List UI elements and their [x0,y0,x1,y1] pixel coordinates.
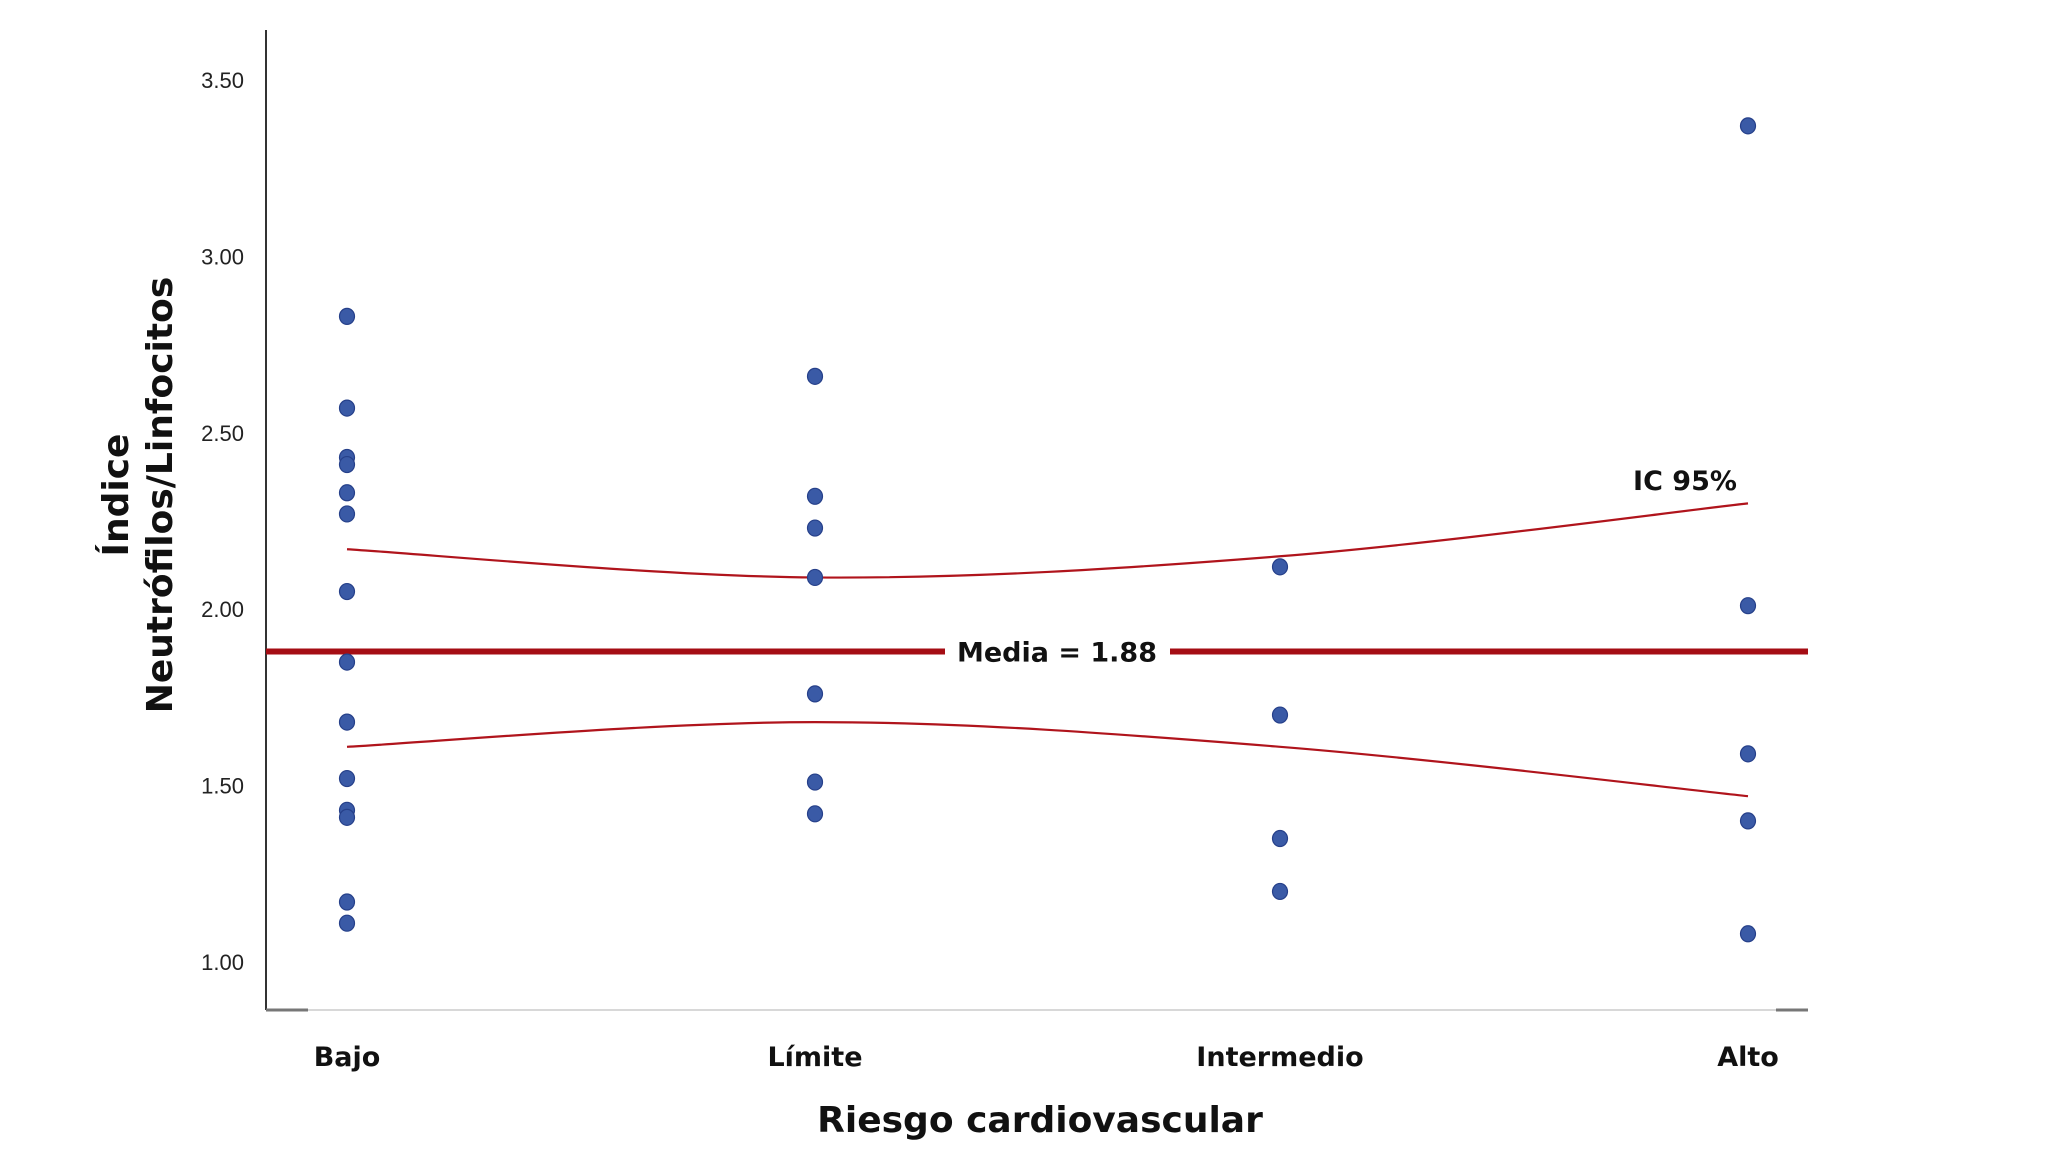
data-point [806,519,824,537]
data-point [1271,706,1289,724]
x-axis-title: Riesgo cardiovascular [817,1100,1263,1141]
data-point [806,685,824,703]
mean-label: Media = 1.88 [957,638,1157,669]
x-category-label: Límite [767,1042,862,1073]
ci-label: IC 95% [1633,466,1737,497]
y-tick-label: 2.00 [201,597,244,622]
data-point [806,487,824,505]
data-point [338,307,356,325]
ci-lower-curve [346,720,1749,798]
data-point [1271,829,1289,848]
data-point [338,914,356,932]
data-point [338,713,356,731]
data-point [806,367,824,385]
x-category-label: Intermedio [1196,1042,1363,1073]
data-point [1739,925,1757,943]
y-tick-label: 3.00 [201,244,244,269]
axes: 1.00 1.50 2.00 2.50 3.00 3.50 Bajo Límite Interm… [201,30,1808,1073]
data-point [1739,597,1757,615]
confidence-interval-curves [346,502,1749,798]
x-category-label: Bajo [314,1042,381,1073]
ci-upper-curve [346,502,1749,579]
data-point [338,505,356,523]
data-point [338,455,356,474]
y-tick-label: 1.00 [201,950,244,975]
data-point [338,653,356,671]
y-axis-title-line-1: Índice [95,434,137,557]
data-point [806,568,824,587]
y-tick-label: 3.50 [201,68,244,93]
data-point [1271,882,1289,901]
data-point [338,769,356,788]
data-point [338,484,356,502]
data-point [338,582,356,601]
y-tick-label: 2.50 [201,421,244,446]
data-point [1739,117,1757,135]
y-tick-label: 1.50 [201,774,244,799]
chart-labels: Riesgo cardiovascular Índice Neutrófilos… [95,277,1737,1141]
data-point [806,773,824,791]
x-category-label: Alto [1717,1042,1779,1073]
data-point [338,399,356,417]
data-point [1739,745,1757,763]
data-point [338,808,356,826]
data-point [1271,558,1289,576]
y-axis-title-line-2: Neutrófilos/Linfocitos [140,277,181,714]
data-points [338,117,1757,943]
data-point [806,805,824,823]
data-point [338,893,356,911]
data-point [1739,812,1757,830]
